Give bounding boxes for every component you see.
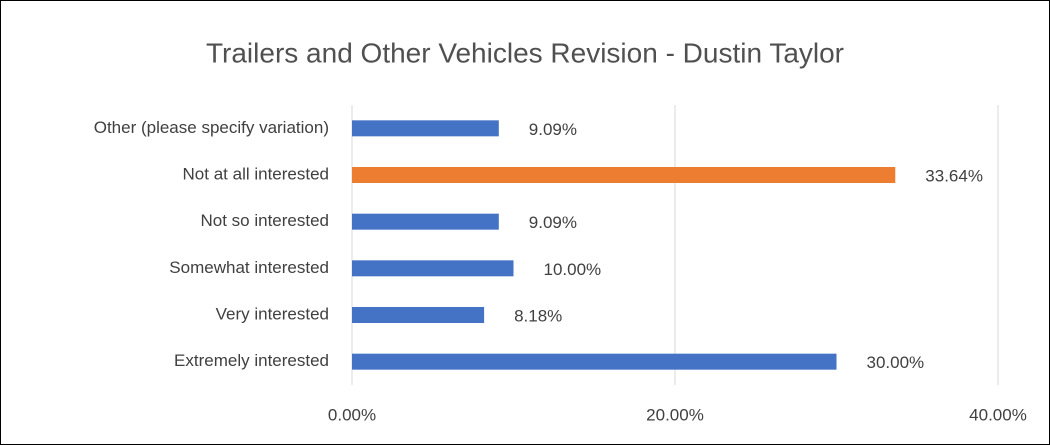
y-tick-label: Not at all interested [183,164,329,183]
bar [352,120,499,137]
y-tick-label: Not so interested [200,211,329,230]
x-tick-label: 0.00% [328,405,376,424]
data-label: 10.00% [544,260,602,279]
data-label: 33.64% [925,166,983,185]
x-tick-label: 20.00% [646,405,704,424]
y-tick-label: Other (please specify variation) [94,118,329,137]
data-label: 9.09% [529,120,577,139]
y-tick-label: Somewhat interested [169,258,329,277]
data-label: 9.09% [529,213,577,232]
bar [352,260,514,277]
bar [352,167,896,183]
bar [352,353,837,370]
bar [352,307,485,323]
y-tick-label: Extremely interested [174,351,329,370]
y-tick-label: Very interested [216,304,329,323]
bar [352,213,499,230]
data-label: 30.00% [867,353,925,372]
x-tick-label: 40.00% [969,405,1027,424]
chart-title: Trailers and Other Vehicles Revision - D… [206,37,844,68]
data-label: 8.18% [514,306,562,325]
